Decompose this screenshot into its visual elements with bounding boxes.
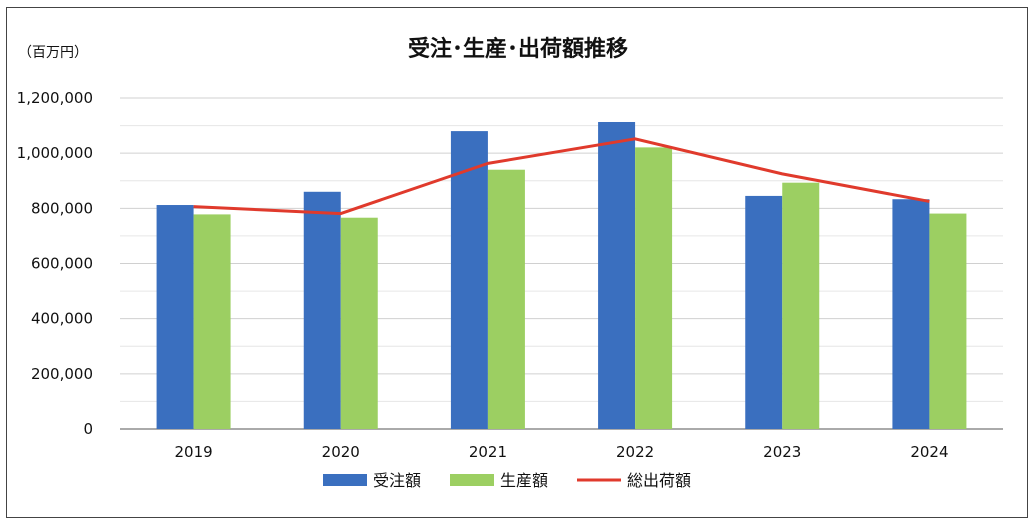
bar-生産額: [193, 214, 231, 429]
legend-swatch-受注額: [323, 474, 367, 486]
y-tick-label: 0: [83, 420, 93, 438]
bar-生産額: [340, 217, 378, 429]
y-tick-label: 1,000,000: [17, 144, 93, 162]
unit-label: （百万円）: [18, 45, 88, 61]
y-axis-ticks: 0 200,000 400,000 600,000 800,000 1,000,000 1,…: [17, 89, 93, 438]
bar-生産額: [782, 182, 820, 429]
bar-生産額: [929, 213, 967, 429]
legend-swatch-生産額: [450, 474, 494, 486]
gridlines: [120, 97, 1003, 430]
bar-受注額: [156, 205, 194, 429]
x-axis-ticks: 2019 2020 2021 2022 2023 2024: [174, 443, 948, 461]
line-series: [193, 137, 930, 216]
bar-生産額: [487, 169, 525, 429]
bar-受注額: [303, 191, 341, 429]
x-tick-label: 2023: [763, 443, 801, 461]
y-tick-label: 600,000: [31, 255, 93, 273]
x-tick-label: 2021: [469, 443, 507, 461]
bar-生産額: [635, 147, 673, 430]
legend: 受注額 生産額 総出荷額: [323, 471, 691, 490]
y-tick-label: 200,000: [31, 365, 93, 383]
bar-受注額: [745, 195, 783, 429]
x-tick-label: 2019: [174, 443, 212, 461]
bar-受注額: [450, 131, 488, 429]
chart-title: 受注･生産･出荷額推移: [408, 36, 628, 62]
x-tick-label: 2024: [910, 443, 948, 461]
legend-label-生産額: 生産額: [500, 471, 548, 490]
bars: [156, 121, 967, 430]
bar-受注額: [598, 121, 636, 429]
y-tick-label: 800,000: [31, 199, 93, 217]
y-tick-label: 1,200,000: [17, 89, 93, 107]
legend-label-受注額: 受注額: [373, 471, 421, 490]
bar-受注額: [892, 199, 930, 429]
y-tick-label: 400,000: [31, 310, 93, 328]
line-総出荷額: [193, 137, 930, 216]
legend-label-総出荷額: 総出荷額: [627, 471, 691, 490]
x-tick-label: 2022: [616, 443, 654, 461]
x-tick-label: 2020: [322, 443, 360, 461]
